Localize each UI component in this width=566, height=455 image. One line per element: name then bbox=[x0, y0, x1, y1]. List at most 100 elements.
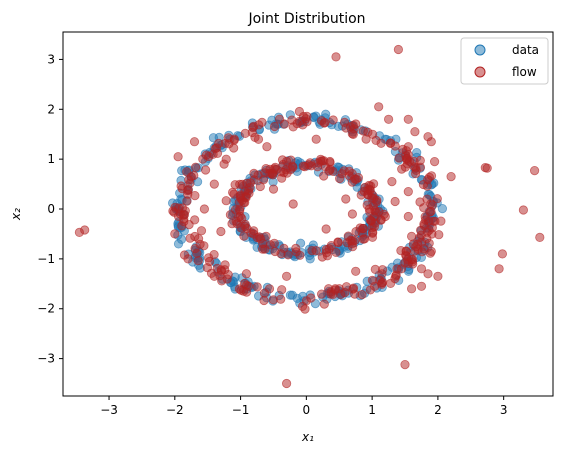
scatter-point-flow bbox=[385, 278, 396, 288]
scatter-point-flow bbox=[365, 215, 375, 225]
scatter-point-flow bbox=[518, 205, 529, 215]
scatter-point-flow bbox=[529, 166, 540, 176]
y-axis-label: x₂ bbox=[9, 208, 23, 221]
scatter-point-flow bbox=[198, 154, 208, 164]
scatter-point-flow bbox=[168, 206, 178, 216]
scatter-point-flow bbox=[429, 157, 440, 167]
scatter-point-flow bbox=[494, 264, 504, 274]
scatter-point-flow bbox=[194, 234, 204, 244]
legend-marker-flow bbox=[474, 66, 486, 78]
legend-label-data: data bbox=[512, 43, 539, 57]
scatter-point-flow bbox=[446, 172, 456, 182]
x-axis-ticks: −3 −2 −1 0 1 2 3 bbox=[100, 396, 507, 417]
scatter-point-flow bbox=[279, 119, 290, 129]
scatter-point-flow bbox=[311, 246, 321, 256]
scatter-point-flow bbox=[422, 194, 432, 204]
scatter-point-flow bbox=[279, 243, 289, 253]
scatter-point-flow bbox=[426, 206, 436, 217]
scatter-point-flow bbox=[341, 194, 351, 204]
scatter-point-flow bbox=[368, 227, 378, 237]
scatter-point-flow bbox=[265, 240, 275, 250]
scatter-point-flow bbox=[249, 168, 259, 178]
scatter-point-flow bbox=[260, 168, 270, 178]
scatter-point-flow bbox=[240, 128, 250, 138]
scatter-point-flow bbox=[415, 162, 425, 172]
scatter-point-flow bbox=[205, 256, 215, 267]
scatter-point-flow bbox=[214, 138, 224, 148]
scatter-point-flow bbox=[288, 122, 298, 132]
scatter-point-flow bbox=[393, 44, 403, 55]
scatter-point-flow bbox=[344, 166, 354, 176]
scatter-point-flow bbox=[330, 285, 340, 295]
scatter-point-flow bbox=[328, 115, 338, 125]
scatter-point-flow bbox=[182, 196, 192, 206]
scatter-point-flow bbox=[358, 126, 368, 136]
scatter-point-flow bbox=[276, 294, 286, 304]
scatter-point-flow bbox=[411, 242, 421, 252]
scatter-point-flow bbox=[183, 254, 193, 264]
scatter-point-flow bbox=[482, 163, 492, 173]
scatter-point-flow bbox=[189, 137, 200, 147]
x-axis-label: x₁ bbox=[301, 430, 314, 444]
scatter-point-flow bbox=[377, 269, 387, 279]
y-tick-label: 0 bbox=[47, 202, 55, 216]
scatter-point-flow bbox=[281, 156, 292, 166]
scatter-point-flow bbox=[277, 285, 287, 295]
scatter-point-flow bbox=[221, 196, 231, 206]
scatter-point-flow bbox=[191, 162, 201, 172]
scatter-point-flow bbox=[419, 221, 429, 231]
y-tick-label: −2 bbox=[37, 302, 55, 316]
scatter-point-flow bbox=[351, 266, 361, 276]
x-tick-label: 0 bbox=[303, 403, 311, 417]
scatter-point-flow bbox=[376, 138, 386, 148]
scatter-point-flow bbox=[216, 266, 227, 276]
scatter-point-flow bbox=[427, 223, 437, 233]
scatter-point-flow bbox=[300, 304, 310, 314]
scatter-point-data bbox=[287, 290, 297, 300]
scatter-point-flow bbox=[241, 269, 251, 279]
scatter-point-flow bbox=[331, 52, 341, 62]
scatter-point-flow bbox=[184, 175, 194, 185]
scatter-point-flow bbox=[252, 282, 262, 292]
scatter-point-flow bbox=[285, 165, 296, 175]
scatter-point-flow bbox=[359, 186, 369, 196]
scatter-point-flow bbox=[426, 246, 436, 256]
scatter-point-data bbox=[173, 239, 184, 249]
y-tick-label: 1 bbox=[47, 152, 55, 166]
plot-area bbox=[63, 32, 553, 396]
scatter-point-flow bbox=[240, 219, 250, 229]
scatter-point-flow bbox=[357, 289, 367, 300]
scatter-point-flow bbox=[201, 165, 211, 175]
scatter-point-flow bbox=[432, 194, 442, 204]
scatter-point-flow bbox=[424, 238, 434, 248]
scatter-point-flow bbox=[259, 295, 269, 306]
scatter-point-flow bbox=[387, 177, 397, 187]
scatter-point-flow bbox=[281, 378, 292, 389]
scatter-point-flow bbox=[416, 264, 427, 274]
scatter-point-flow bbox=[269, 121, 280, 132]
scatter-point-flow bbox=[170, 229, 180, 239]
scatter-point-flow bbox=[423, 269, 433, 279]
scatter-point-flow bbox=[229, 189, 239, 199]
scatter-point-flow bbox=[288, 199, 298, 209]
scatter-point-flow bbox=[367, 129, 378, 139]
scatter-point-flow bbox=[423, 132, 433, 142]
scatter-point-flow bbox=[400, 258, 410, 268]
scatter-point-flow bbox=[409, 156, 419, 166]
scatter-point-flow bbox=[306, 293, 316, 303]
x-tick-label: −3 bbox=[100, 403, 118, 417]
scatter-point-flow bbox=[298, 161, 308, 171]
legend: data flow bbox=[460, 37, 549, 85]
scatter-point-flow bbox=[333, 237, 343, 247]
scatter-point-flow bbox=[246, 228, 256, 238]
scatter-point-flow bbox=[319, 171, 329, 181]
scatter-point-flow bbox=[351, 119, 361, 129]
scatter-point-flow bbox=[367, 275, 377, 285]
scatter-point-flow bbox=[216, 226, 226, 237]
scatter-point-flow bbox=[347, 177, 357, 187]
scatter-point-flow bbox=[403, 142, 413, 152]
scatter-point-flow bbox=[358, 234, 368, 244]
scatter-point-flow bbox=[321, 224, 331, 234]
scatter-point-flow bbox=[248, 123, 258, 133]
scatter-point-flow bbox=[223, 133, 233, 143]
